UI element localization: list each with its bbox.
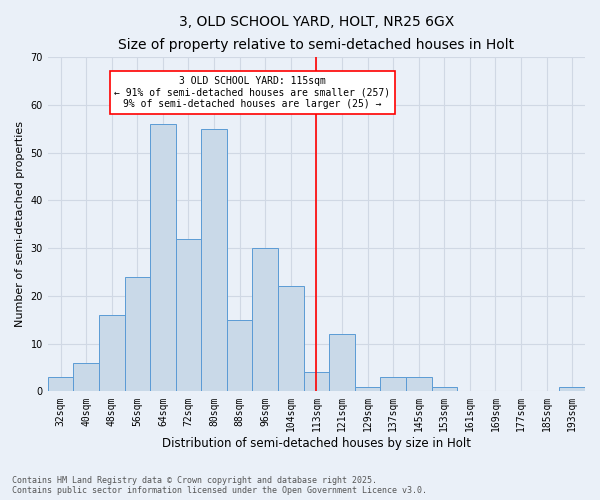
Bar	[559, 386, 585, 392]
Bar	[253, 248, 278, 392]
Bar	[329, 334, 355, 392]
Title: 3, OLD SCHOOL YARD, HOLT, NR25 6GX
Size of property relative to semi-detached ho: 3, OLD SCHOOL YARD, HOLT, NR25 6GX Size …	[118, 15, 514, 52]
X-axis label: Distribution of semi-detached houses by size in Holt: Distribution of semi-detached houses by …	[162, 437, 471, 450]
Text: 3 OLD SCHOOL YARD: 115sqm
← 91% of semi-detached houses are smaller (257)
9% of : 3 OLD SCHOOL YARD: 115sqm ← 91% of semi-…	[115, 76, 391, 110]
Bar	[73, 362, 99, 392]
Bar	[99, 315, 125, 392]
Bar	[48, 377, 73, 392]
Text: Contains HM Land Registry data © Crown copyright and database right 2025.
Contai: Contains HM Land Registry data © Crown c…	[12, 476, 427, 495]
Bar	[125, 277, 150, 392]
Bar	[201, 128, 227, 392]
Bar	[431, 386, 457, 392]
Bar	[406, 377, 431, 392]
Bar	[278, 286, 304, 392]
Bar	[150, 124, 176, 392]
Bar	[304, 372, 329, 392]
Bar	[380, 377, 406, 392]
Bar	[355, 386, 380, 392]
Bar	[227, 320, 253, 392]
Bar	[176, 238, 201, 392]
Y-axis label: Number of semi-detached properties: Number of semi-detached properties	[15, 121, 25, 327]
